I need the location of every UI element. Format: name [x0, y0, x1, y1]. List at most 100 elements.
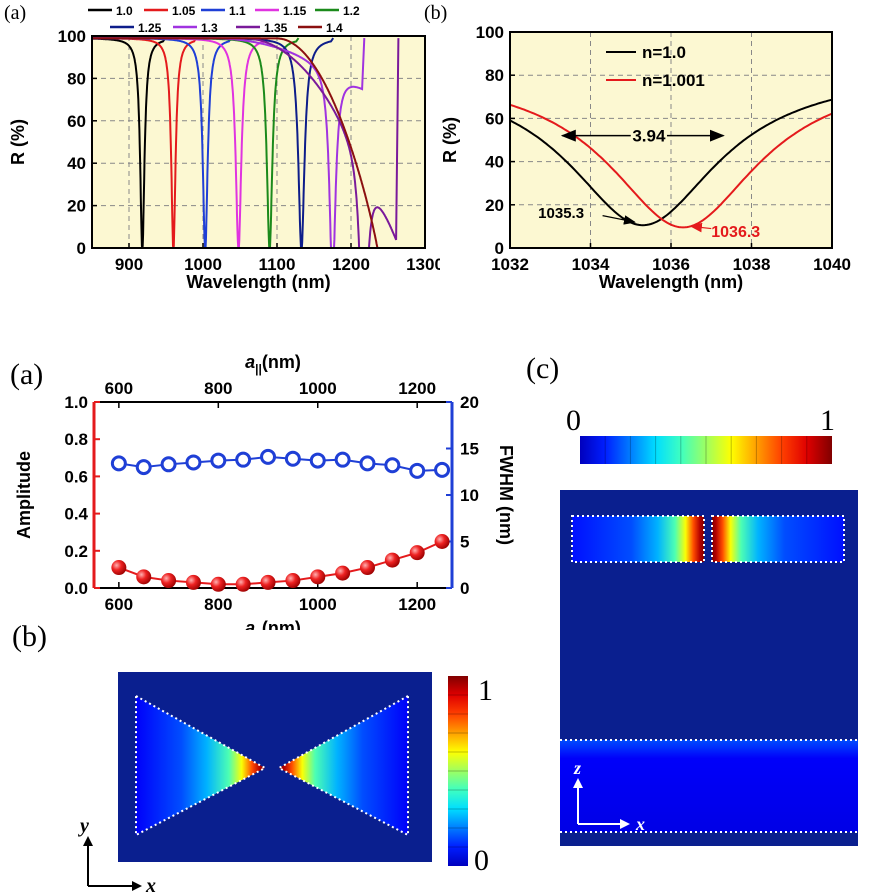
y-tick-label: 0: [77, 239, 86, 258]
legend-label: 1.15: [283, 4, 307, 18]
fwhm-point: [284, 450, 301, 467]
legend-label: n=1.0: [642, 43, 686, 62]
z-arrowhead: [573, 778, 583, 788]
series-group: [92, 37, 425, 248]
y-tick-label: 60: [485, 109, 504, 128]
colorbar: [448, 676, 468, 866]
reflectance-chart-b: 1032 1034 1036 1038 1040 0 20 40 60 80 100 Waveleng…: [440, 23, 851, 292]
legend-label: 1.25: [138, 21, 162, 35]
fwhm-point: [260, 448, 277, 465]
legend-label: 1.2: [343, 4, 360, 18]
y-tick-label: 100: [58, 27, 86, 46]
amplitude-fwhm-chart: 600 800 1000 1200 600 800 1000 1200 0.0 0.2 0.4 0.6…: [14, 352, 516, 630]
x-axis-label-top: a||(nm): [245, 352, 301, 376]
fwhm-point: [110, 455, 127, 472]
y-tick-label-right: 0: [460, 579, 469, 598]
legend-label: 1.0: [116, 4, 133, 18]
legend-label: n=1.001: [642, 71, 705, 90]
legend-label: 1.3: [201, 21, 218, 35]
x-tick-label-top: 600: [105, 379, 133, 398]
y-tick-label: 20: [67, 197, 86, 216]
y-axis-label: R (%): [8, 119, 28, 165]
gap-left-outline: [571, 515, 705, 563]
axis-sub: ||: [255, 362, 262, 376]
reflectance-chart-a: 900 1000 1100 1200 1300 0 20 40 60 80 100 Wavelengt…: [8, 4, 440, 292]
x-tick-label: 1034: [572, 255, 610, 274]
y-axis-label: R (%): [440, 117, 460, 163]
y-tick-label: 0: [495, 239, 504, 258]
amplitude-point: [235, 576, 251, 592]
y-tick-label: 20: [485, 196, 504, 215]
y-tick-label-right: 20: [460, 393, 479, 412]
dip-arrow-red: [689, 222, 712, 233]
panel-label-top-a: (a): [4, 2, 27, 24]
y-tick-label: 80: [67, 69, 86, 88]
y-tick-label: 80: [485, 66, 504, 85]
amplitude-point: [310, 569, 326, 585]
legend-label: 1.05: [172, 4, 196, 18]
y-tick-label: 100: [476, 23, 504, 42]
legend-label: 1.1: [229, 4, 246, 18]
fwhm-point: [160, 456, 177, 473]
dip-label-red: 1036.3: [711, 224, 760, 241]
x-tick-label: 1032: [491, 255, 529, 274]
fwhm-point: [359, 455, 376, 472]
colorbar-min-label: 0: [474, 844, 489, 877]
amplitude-point: [210, 576, 226, 592]
y-axis-label-left: Amplitude: [14, 451, 34, 539]
amplitude-point: [335, 565, 351, 581]
x-tick-label: 1100: [259, 255, 296, 274]
fwhm-point: [409, 462, 426, 479]
y-tick-label-left: 0.2: [64, 542, 88, 561]
y-tick-label: 40: [485, 153, 504, 172]
colorbar: [580, 436, 832, 464]
x-arrowhead: [620, 819, 630, 829]
x-tick-label: 1040: [813, 255, 851, 274]
x-tick-label-bottom: 800: [204, 595, 232, 614]
panel-label-bottom-b: (b): [12, 620, 47, 653]
y-tick-label-left: 0.6: [64, 467, 88, 486]
fwhm-point: [185, 454, 202, 471]
y-axis-label-right: FWHM (nm): [496, 445, 516, 545]
gap-right-outline: [711, 515, 845, 563]
colorbar-max-label: 1: [820, 404, 835, 437]
y-tick-label-left: 1.0: [64, 393, 88, 412]
y-tick-label-right: 5: [460, 533, 469, 552]
panel-label-bottom-c: (c): [526, 352, 560, 385]
axis-var: a: [245, 618, 255, 630]
gap-field-map: 0 1 z x: [560, 404, 858, 846]
x-tick-label-bottom: 600: [105, 595, 133, 614]
dip-arrow-black: [602, 215, 636, 225]
legend-label: 1.4: [326, 21, 343, 35]
gap-left-block: [572, 516, 704, 562]
axis-unit: (nm): [262, 618, 301, 630]
y-tick-label: 60: [67, 112, 86, 131]
bowtie-left-triangle: [135, 694, 268, 837]
x-axis-label: Wavelength (nm): [599, 272, 743, 292]
x-tick-label: 1038: [733, 255, 771, 274]
x-tick-label-top: 1000: [299, 379, 337, 398]
y-tick-label: 40: [67, 154, 86, 173]
x-axis-label: Wavelength (nm): [186, 272, 330, 292]
fwhm-point: [434, 461, 451, 478]
series-line-n=1.001: [509, 103, 833, 229]
plot-frame: [91, 35, 426, 249]
colorbar-min-label: 0: [566, 404, 581, 437]
y-tick-label-left: 0.4: [64, 505, 88, 524]
fwhm-point: [235, 451, 252, 468]
x-tick-label: 1200: [332, 255, 370, 274]
x-tick-label-top: 800: [204, 379, 232, 398]
amplitude-point: [434, 534, 450, 549]
amplitude-point: [359, 560, 375, 576]
z-axis-name: z: [573, 758, 581, 778]
amplitude-point: [260, 574, 276, 590]
substrate-layer: [560, 740, 858, 832]
x-tick-label: 1036: [652, 255, 690, 274]
fwhm-point: [384, 457, 401, 474]
axis-sub: ||: [255, 628, 262, 630]
x-tick-label: 1000: [184, 255, 222, 274]
bowtie-field-map: 1 0 y x: [78, 672, 493, 892]
amplitude-point: [111, 560, 127, 576]
fwhm-point: [210, 452, 227, 469]
fwhm-point: [135, 459, 152, 476]
